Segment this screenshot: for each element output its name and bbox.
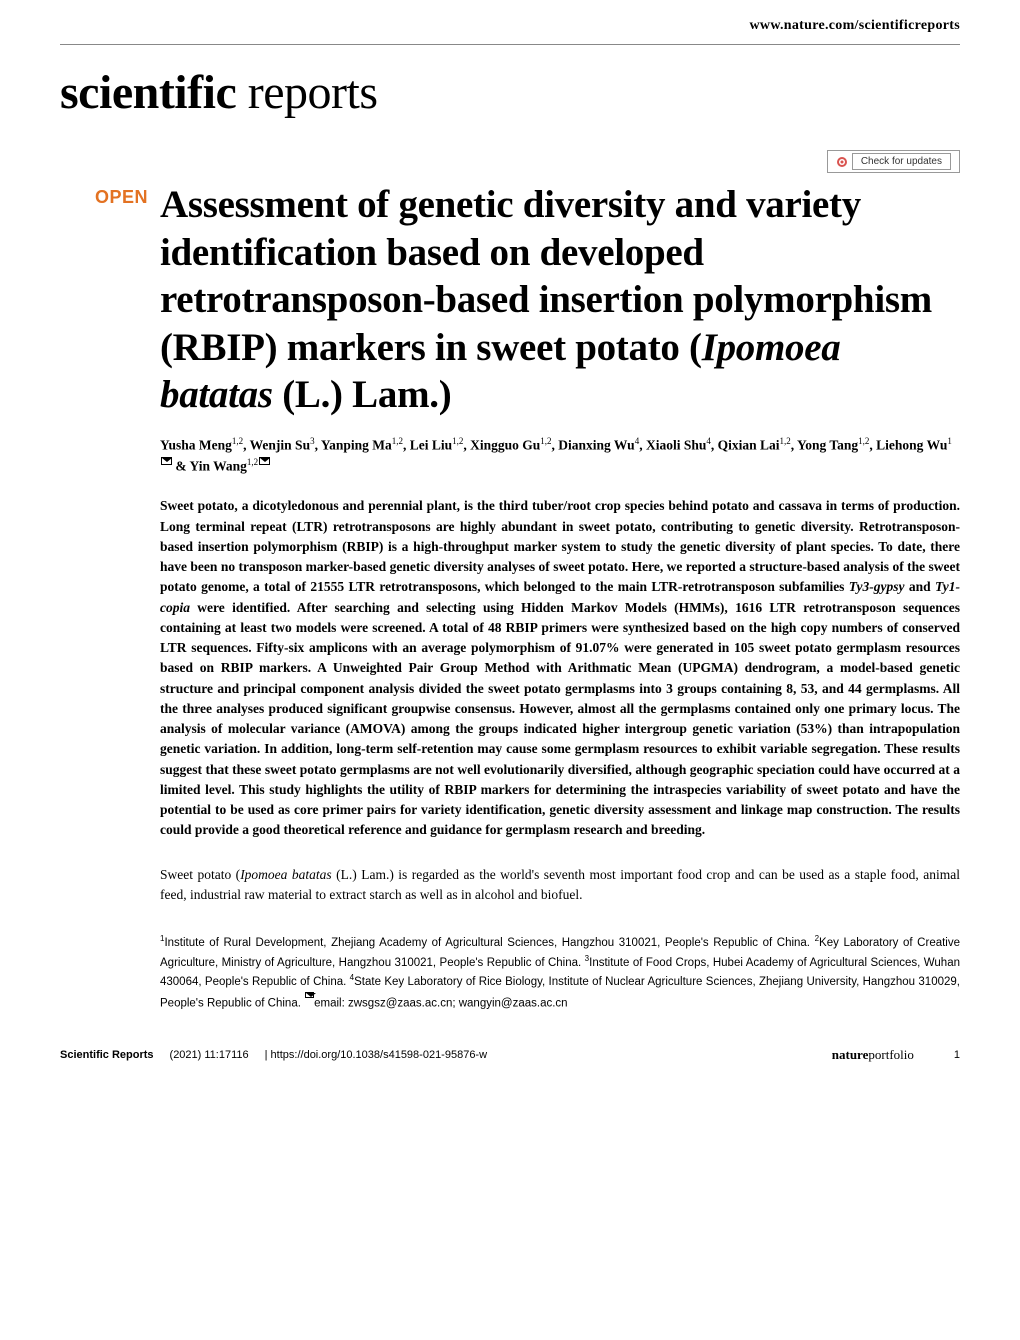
journal-logo: scientific reports xyxy=(0,45,1020,150)
author-11: Yin Wang xyxy=(190,458,247,473)
portfolio-bold: nature xyxy=(832,1047,869,1062)
abstract: Sweet potato, a dicotyledonous and peren… xyxy=(160,496,960,840)
author-4: Lei Liu xyxy=(410,437,452,452)
author-5-aff: 1,2 xyxy=(540,436,551,446)
body-i1: Ipomoea batatas xyxy=(240,867,331,882)
footer-citation: (2021) 11:17116 xyxy=(170,1049,249,1061)
abstract-p3: were identified. After searching and sel… xyxy=(160,600,960,838)
header-website: www.nature.com/scientificreports xyxy=(0,0,1020,44)
left-column: OPEN xyxy=(60,181,160,1013)
mail-icon xyxy=(305,992,314,998)
author-9: Yong Tang xyxy=(797,437,858,452)
abstract-p2: and xyxy=(905,579,935,594)
aff-email: email: zwsgsz@zaas.ac.cn; wangyin@zaas.a… xyxy=(314,998,567,1010)
mail-icon xyxy=(259,457,270,465)
portfolio-light: portfolio xyxy=(868,1047,914,1062)
abstract-i1: Ty3-gypsy xyxy=(849,579,905,594)
article-title: Assessment of genetic diversity and vari… xyxy=(160,181,960,419)
author-9-aff: 1,2 xyxy=(858,436,869,446)
author-4-aff: 1,2 xyxy=(452,436,463,446)
logo-bold: scientific xyxy=(60,66,236,119)
author-8: Qixian Lai xyxy=(718,437,780,452)
abstract-p1: Sweet potato, a dicotyledonous and peren… xyxy=(160,498,960,594)
authors-list: Yusha Meng1,2, Wenjin Su3, Yanping Ma1,2… xyxy=(160,435,960,477)
author-2-aff: 3 xyxy=(310,436,315,446)
mail-icon xyxy=(161,457,172,465)
footer: Scientific Reports (2021) 11:17116 | htt… xyxy=(0,1033,1020,1077)
body-p1: Sweet potato ( xyxy=(160,867,240,882)
aff-1: Institute of Rural Development, Zhejiang… xyxy=(164,937,814,949)
main-content: OPEN Assessment of genetic diversity and… xyxy=(0,181,1020,1013)
open-access-badge: OPEN xyxy=(60,181,160,208)
body-paragraph: Sweet potato (Ipomoea batatas (L.) Lam.)… xyxy=(160,865,960,906)
check-updates-text: Check for updates xyxy=(852,153,951,170)
affiliations: 1Institute of Rural Development, Zhejian… xyxy=(160,933,960,1013)
page-number: 1 xyxy=(954,1049,960,1061)
author-6-aff: 4 xyxy=(635,436,640,446)
right-column: Assessment of genetic diversity and vari… xyxy=(160,181,960,1013)
author-8-aff: 1,2 xyxy=(780,436,791,446)
author-10-aff: 1 xyxy=(947,436,952,446)
logo-light: reports xyxy=(236,66,377,119)
author-5: Xingguo Gu xyxy=(470,437,540,452)
author-1: Yusha Meng xyxy=(160,437,232,452)
footer-right: natureportfolio 1 xyxy=(832,1047,960,1063)
author-3: Yanping Ma xyxy=(321,437,392,452)
check-updates-badge[interactable]: Check for updates xyxy=(0,150,1020,181)
nature-portfolio-logo: natureportfolio xyxy=(832,1047,914,1063)
author-11-aff: 1,2 xyxy=(247,457,258,467)
author-3-aff: 1,2 xyxy=(392,436,403,446)
footer-doi: | https://doi.org/10.1038/s41598-021-958… xyxy=(265,1049,487,1061)
author-10: Liehong Wu xyxy=(876,437,947,452)
check-updates-icon xyxy=(836,156,848,168)
title-part2: (L.) Lam.) xyxy=(273,373,452,416)
author-6: Dianxing Wu xyxy=(558,437,634,452)
author-7-aff: 4 xyxy=(706,436,711,446)
author-7: Xiaoli Shu xyxy=(646,437,706,452)
footer-journal: Scientific Reports xyxy=(60,1049,154,1061)
author-2: Wenjin Su xyxy=(250,437,310,452)
footer-left: Scientific Reports (2021) 11:17116 | htt… xyxy=(60,1049,487,1061)
author-1-aff: 1,2 xyxy=(232,436,243,446)
